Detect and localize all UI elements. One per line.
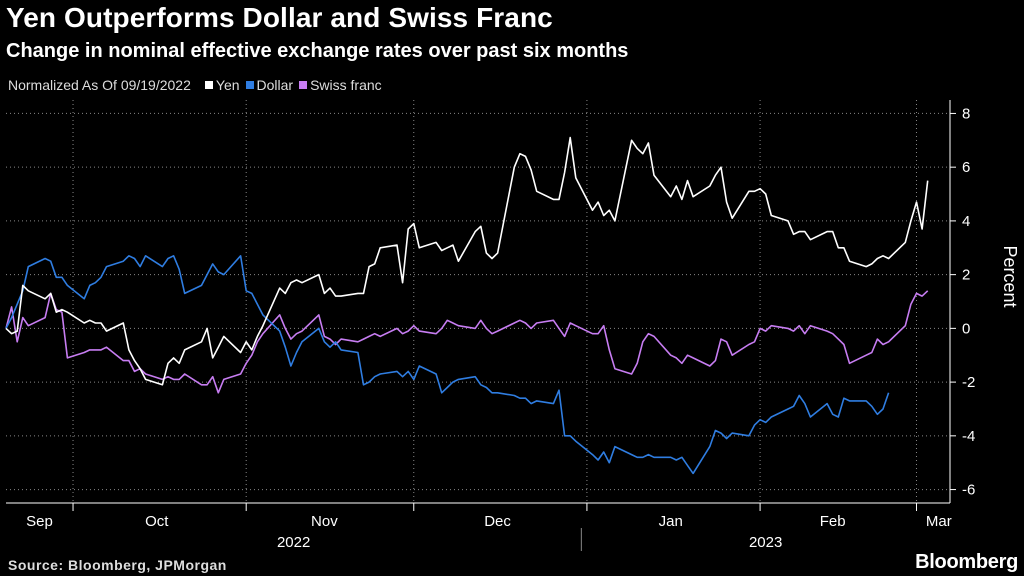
legend-item-swiss-franc: Swiss franc	[299, 77, 382, 93]
chart-subtitle: Change in nominal effective exchange rat…	[6, 40, 629, 62]
x-tick-label: Feb	[820, 513, 846, 530]
y-tick-label: 8	[962, 105, 970, 122]
legend-normalized-label: Normalized As Of 09/19/2022	[8, 77, 191, 93]
x-tick-label: Nov	[311, 513, 338, 530]
legend-swatch-swiss-franc	[299, 81, 308, 89]
chart-title: Yen Outperforms Dollar and Swiss Franc	[6, 2, 553, 33]
x-tick-label: Sep	[26, 513, 53, 530]
x-year-label: 2023	[749, 534, 782, 551]
x-year-label: 2022	[277, 534, 310, 551]
x-tick-label: Jan	[659, 513, 683, 530]
legend-swatch-yen	[204, 81, 213, 89]
y-tick-label: -4	[962, 428, 975, 445]
x-tick-label: Dec	[484, 513, 511, 530]
legend-item-yen: Yen	[204, 77, 240, 93]
legend-label-dollar: Dollar	[256, 77, 294, 93]
y-tick-label: 2	[962, 267, 970, 284]
legend-swatch-dollar	[245, 81, 254, 89]
legend-label-swiss-franc: Swiss franc	[310, 77, 382, 93]
x-tick-label: Oct	[145, 513, 169, 530]
legend: Normalized As Of 09/19/2022 Yen Dollar S…	[8, 77, 382, 93]
y-tick-label: 6	[962, 159, 970, 176]
bloomberg-logo: Bloomberg	[915, 551, 1018, 573]
series-line-dollar	[5, 255, 890, 475]
y-axis-title: Percent	[1000, 245, 1020, 307]
x-tick-label: Mar	[926, 513, 952, 530]
series-line-yen	[5, 136, 929, 386]
legend-label-yen: Yen	[215, 77, 240, 93]
y-tick-label: -2	[962, 374, 975, 391]
y-tick-label: -6	[962, 482, 975, 499]
y-tick-label: 4	[962, 213, 970, 230]
y-tick-label: 0	[962, 320, 970, 337]
legend-item-dollar: Dollar	[245, 77, 294, 93]
series-line-swiss-franc	[5, 290, 929, 394]
source-note: Source: Bloomberg, JPMorgan	[8, 557, 227, 573]
